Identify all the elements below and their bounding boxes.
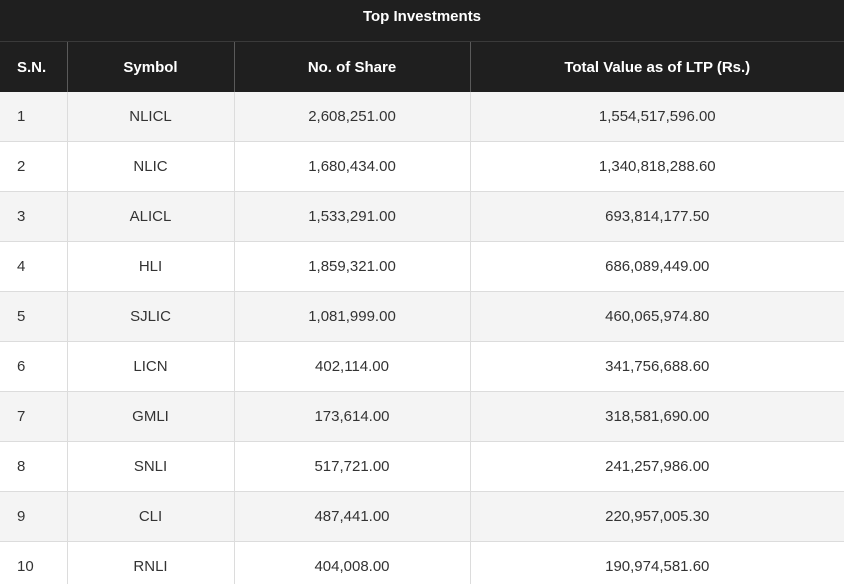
header-value: Total Value as of LTP (Rs.) [470,42,844,92]
cell-shares: 517,721.00 [234,441,471,492]
cell-symbol: SNLI [67,441,235,492]
cell-value: 318,581,690.00 [470,391,844,442]
table-row: 10 RNLI 404,008.00 190,974,581.60 [0,541,844,584]
table-row: 8 SNLI 517,721.00 241,257,986.00 [0,441,844,492]
cell-value: 190,974,581.60 [470,541,844,584]
cell-shares: 1,859,321.00 [234,241,471,292]
table-row: 3 ALICL 1,533,291.00 693,814,177.50 [0,191,844,242]
header-sn: S.N. [0,42,68,92]
cell-sn: 7 [0,391,68,442]
header-shares: No. of Share [234,42,471,92]
cell-sn: 5 [0,291,68,342]
cell-value: 460,065,974.80 [470,291,844,342]
cell-value: 241,257,986.00 [470,441,844,492]
cell-symbol: SJLIC [67,291,235,342]
cell-sn: 2 [0,141,68,192]
table-row: 6 LICN 402,114.00 341,756,688.60 [0,341,844,392]
cell-symbol: GMLI [67,391,235,442]
table-body: 1 NLICL 2,608,251.00 1,554,517,596.00 2 … [0,92,844,584]
cell-sn: 10 [0,541,68,584]
cell-sn: 9 [0,491,68,542]
cell-symbol: ALICL [67,191,235,242]
table-row: 5 SJLIC 1,081,999.00 460,065,974.80 [0,291,844,342]
table-row: 2 NLIC 1,680,434.00 1,340,818,288.60 [0,141,844,192]
cell-symbol: LICN [67,341,235,392]
cell-symbol: CLI [67,491,235,542]
cell-sn: 1 [0,92,68,142]
cell-value: 693,814,177.50 [470,191,844,242]
header-row: S.N. Symbol No. of Share Total Value as … [0,42,844,92]
table-caption: Top Investments [0,0,844,42]
cell-shares: 2,608,251.00 [234,92,471,142]
cell-value: 1,340,818,288.60 [470,141,844,192]
cell-shares: 1,680,434.00 [234,141,471,192]
cell-shares: 173,614.00 [234,391,471,442]
cell-symbol: NLIC [67,141,235,192]
cell-sn: 6 [0,341,68,392]
cell-shares: 402,114.00 [234,341,471,392]
table-row: 4 HLI 1,859,321.00 686,089,449.00 [0,241,844,292]
cell-sn: 8 [0,441,68,492]
cell-shares: 1,533,291.00 [234,191,471,242]
cell-shares: 404,008.00 [234,541,471,584]
cell-sn: 3 [0,191,68,242]
investments-table: S.N. Symbol No. of Share Total Value as … [0,42,844,584]
cell-symbol: HLI [67,241,235,292]
cell-shares: 1,081,999.00 [234,291,471,342]
cell-value: 686,089,449.00 [470,241,844,292]
table-row: 9 CLI 487,441.00 220,957,005.30 [0,491,844,542]
cell-shares: 487,441.00 [234,491,471,542]
header-symbol: Symbol [67,42,235,92]
cell-symbol: NLICL [67,92,235,142]
table-row: 7 GMLI 173,614.00 318,581,690.00 [0,391,844,442]
table-header: S.N. Symbol No. of Share Total Value as … [0,42,844,92]
cell-symbol: RNLI [67,541,235,584]
cell-value: 341,756,688.60 [470,341,844,392]
cell-sn: 4 [0,241,68,292]
cell-value: 220,957,005.30 [470,491,844,542]
table-row: 1 NLICL 2,608,251.00 1,554,517,596.00 [0,92,844,142]
cell-value: 1,554,517,596.00 [470,92,844,142]
